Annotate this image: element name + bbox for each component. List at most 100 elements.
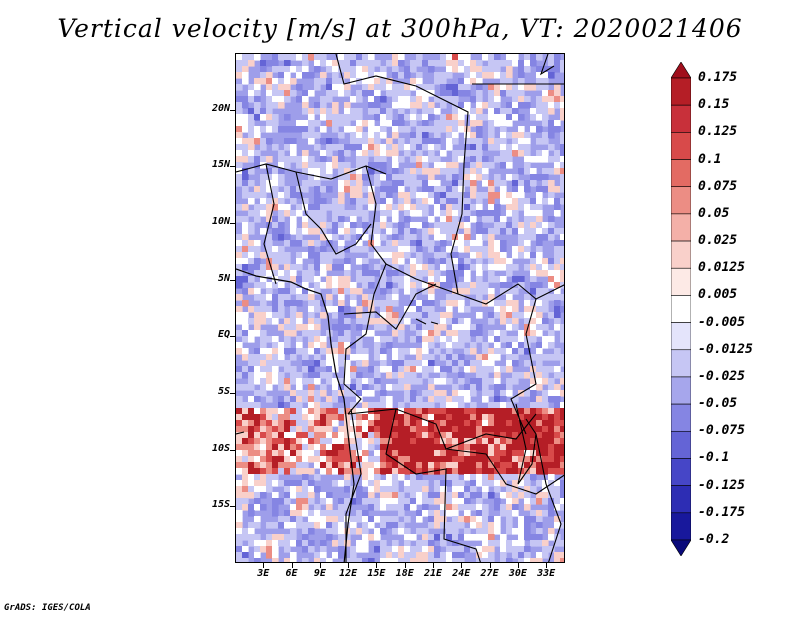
field-cell [380,318,387,325]
field-cell [524,486,531,493]
field-cell [404,240,411,247]
field-cell [272,54,279,61]
field-cell [326,258,333,265]
field-cell [266,210,273,217]
field-cell [290,420,297,427]
field-cell [242,546,249,553]
field-cell [452,366,459,373]
field-cell [296,396,303,403]
field-cell [482,546,489,553]
field-cell [470,444,477,451]
field-cell [512,480,519,487]
field-cell [446,306,453,313]
field-cell [476,300,483,307]
field-cell [428,198,435,205]
field-cell [464,270,471,277]
field-cell [536,426,543,433]
field-cell [500,444,507,451]
field-cell [236,174,243,181]
field-cell [440,276,447,283]
field-cell [260,270,267,277]
field-cell [272,360,279,367]
field-cell [548,450,555,457]
field-cell [434,498,441,505]
field-cell [422,492,429,499]
lon-tick [348,563,350,568]
field-cell [320,462,327,469]
field-cell [512,540,519,547]
field-cell [380,312,387,319]
field-cell [446,348,453,355]
field-cell [266,480,273,487]
field-cell [356,186,363,193]
field-cell [458,90,465,97]
field-cell [332,276,339,283]
field-cell [518,114,525,121]
field-cell [296,312,303,319]
field-cell [362,492,369,499]
field-cell [434,132,441,139]
field-cell [350,426,357,433]
field-cell [548,534,555,541]
field-cell [518,96,525,103]
field-cell [404,396,411,403]
field-cell [440,522,447,529]
field-cell [458,282,465,289]
field-cell [314,252,321,259]
field-cell [560,150,564,157]
field-cell [548,258,555,265]
field-cell [494,480,501,487]
field-cell [302,546,309,553]
field-cell [332,72,339,79]
field-cell [344,336,351,343]
field-cell [398,330,405,337]
field-cell [386,426,393,433]
field-cell [398,510,405,517]
field-cell [500,414,507,421]
field-cell [488,288,495,295]
field-cell [266,198,273,205]
field-cell [344,114,351,121]
field-cell [272,96,279,103]
field-cell [452,450,459,457]
lon-tick [291,563,293,568]
field-cell [320,336,327,343]
field-cell [452,492,459,499]
country-border [335,54,469,295]
field-cell [266,174,273,181]
field-cell [338,90,345,97]
field-cell [266,120,273,127]
field-cell [344,54,351,61]
field-cell [500,222,507,229]
field-cell [326,174,333,181]
field-cell [434,420,441,427]
field-cell [416,510,423,517]
field-cell [512,102,519,109]
field-cell [416,54,423,61]
field-cell [440,228,447,235]
field-cell [278,66,285,73]
field-cell [470,330,477,337]
field-cell [254,558,261,562]
field-cell [326,162,333,169]
field-cell [290,456,297,463]
field-cell [446,96,453,103]
field-cell [362,420,369,427]
field-cell [380,366,387,373]
field-cell [296,378,303,385]
field-cell [314,552,321,559]
field-cell [560,414,564,421]
field-cell [254,474,261,481]
field-cell [410,558,417,562]
field-cell [440,480,447,487]
field-cell [494,342,501,349]
field-cell [434,396,441,403]
field-cell [320,258,327,265]
field-cell [428,360,435,367]
field-cell [392,348,399,355]
field-cell [500,474,507,481]
field-cell [242,138,249,145]
field-cell [242,78,249,85]
field-cell [326,378,333,385]
field-cell [242,474,249,481]
